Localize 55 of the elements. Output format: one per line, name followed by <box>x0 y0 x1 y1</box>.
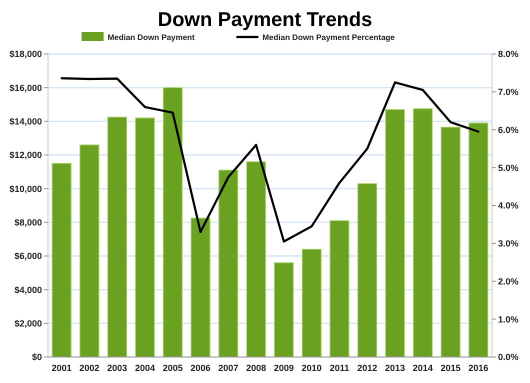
x-tick-label: 2004 <box>134 363 155 373</box>
bar <box>274 262 294 358</box>
y2-tick-label: 1.0% <box>498 314 519 324</box>
x-tick-label: 2001 <box>52 363 72 373</box>
y-tick-label: $4,000 <box>14 284 42 295</box>
x-tick-label: 2012 <box>357 363 378 373</box>
x-tick-label: 2014 <box>412 363 433 373</box>
y2-tick-label: 5.0% <box>498 162 519 173</box>
y2-tick-label: 7.0% <box>498 87 519 98</box>
x-tick-label: 2006 <box>190 363 211 373</box>
x-tick-label: 2010 <box>302 363 322 373</box>
bar <box>330 220 350 358</box>
x-tick-label: 2016 <box>468 363 488 373</box>
x-tick-label: 2003 <box>107 363 128 373</box>
chart-title: Down Payment Trends <box>158 9 372 31</box>
bar <box>440 126 460 358</box>
y2-tick-label: 2.0% <box>498 276 519 286</box>
y-tick-label: $12,000 <box>9 150 42 160</box>
y-tick-label: $0 <box>32 352 42 362</box>
x-tick-label: 2015 <box>440 363 461 373</box>
x-tick-label: 2005 <box>162 363 183 373</box>
bar <box>246 161 266 358</box>
bar <box>190 218 210 358</box>
y2-tick-label: 8.0% <box>498 49 519 60</box>
y-tick-label: $18,000 <box>9 49 42 60</box>
bar <box>468 122 488 358</box>
bar <box>218 170 238 358</box>
bar <box>412 108 433 358</box>
bar <box>135 118 155 358</box>
bar <box>302 248 322 358</box>
bar <box>162 87 183 358</box>
y2-tick-label: 0.0% <box>498 352 519 362</box>
y-tick-label: $10,000 <box>9 184 42 194</box>
y2-tick-label: 3.0% <box>498 238 519 249</box>
bar <box>107 116 128 358</box>
legend-label: Median Down Payment <box>108 33 196 42</box>
bar <box>52 163 72 358</box>
y-tick-label: $8,000 <box>14 217 42 228</box>
y-tick-label: $14,000 <box>9 116 42 126</box>
y2-tick-label: 6.0% <box>498 124 519 135</box>
bar <box>357 183 378 358</box>
y-tick-label: $6,000 <box>14 251 42 262</box>
x-tick-label: 2013 <box>385 363 406 373</box>
x-tick-label: 2002 <box>79 363 100 373</box>
bar <box>385 109 405 358</box>
y-tick-label: $16,000 <box>9 82 42 93</box>
x-tick-label: 2009 <box>274 363 294 373</box>
y2-tick-label: 4.0% <box>498 200 519 211</box>
legend-label: Median Down Payment Percentage <box>262 33 396 42</box>
line-series <box>60 77 480 243</box>
x-tick-label: 2011 <box>330 363 350 373</box>
y-tick-label: $2,000 <box>14 318 42 328</box>
x-tick-label: 2008 <box>246 363 266 373</box>
x-tick-label: 2007 <box>218 363 238 373</box>
bar <box>80 144 100 358</box>
